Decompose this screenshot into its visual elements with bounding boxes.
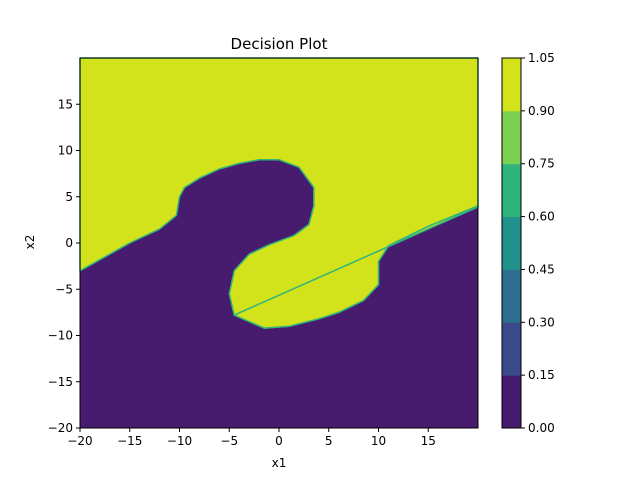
colorbar-tick-label: 0.15 bbox=[528, 368, 555, 382]
colorbar-band bbox=[502, 269, 521, 323]
y-tick-label: −5 bbox=[55, 282, 73, 296]
chart-title: Decision Plot bbox=[231, 35, 328, 53]
colorbar-band bbox=[502, 110, 521, 165]
x-tick-label: −5 bbox=[220, 434, 238, 448]
colorbar-tick-label: 0.45 bbox=[528, 262, 555, 276]
x-axis-label: x1 bbox=[272, 456, 287, 470]
colorbar-tick-label: 0.00 bbox=[528, 421, 555, 435]
y-tick-label: −20 bbox=[48, 421, 73, 435]
x-tick-label: 0 bbox=[275, 434, 283, 448]
colorbar-band bbox=[502, 58, 521, 112]
x-tick-label: 5 bbox=[325, 434, 333, 448]
x-tick-label: 10 bbox=[371, 434, 386, 448]
y-tick-label: 10 bbox=[58, 144, 73, 158]
y-tick-label: 15 bbox=[58, 97, 73, 111]
y-axis-label: x2 bbox=[23, 235, 37, 250]
y-tick-label: −10 bbox=[48, 329, 73, 343]
x-axis: −20 −15 −10 −5 0 5 10 15 bbox=[67, 428, 436, 448]
x-tick-label: −10 bbox=[167, 434, 192, 448]
colorbar-tick-label: 0.90 bbox=[528, 104, 555, 118]
plot-area bbox=[79, 57, 479, 429]
colorbar-tick-label: 0.30 bbox=[528, 315, 555, 329]
x-tick-label: 15 bbox=[421, 434, 436, 448]
colorbar-frame bbox=[501, 57, 522, 429]
y-tick-label: 5 bbox=[65, 190, 73, 204]
colorbar-band bbox=[502, 216, 521, 270]
colorbar: 0.00 0.15 0.30 0.45 0.60 0.75 0.90 1.05 bbox=[501, 51, 555, 435]
y-axis: −20 −15 −10 −5 0 5 10 15 bbox=[48, 97, 80, 435]
x-tick-label: −15 bbox=[117, 434, 142, 448]
colorbar-tick-label: 1.05 bbox=[528, 51, 555, 65]
y-tick-label: 0 bbox=[65, 236, 73, 250]
colorbar-band bbox=[502, 322, 521, 376]
y-tick-label: −15 bbox=[48, 375, 73, 389]
colorbar-tick-label: 0.60 bbox=[528, 210, 555, 224]
colorbar-band bbox=[502, 375, 521, 429]
x-tick-label: −20 bbox=[67, 434, 92, 448]
colorbar-band bbox=[502, 163, 521, 218]
colorbar-tick-label: 0.75 bbox=[528, 157, 555, 171]
